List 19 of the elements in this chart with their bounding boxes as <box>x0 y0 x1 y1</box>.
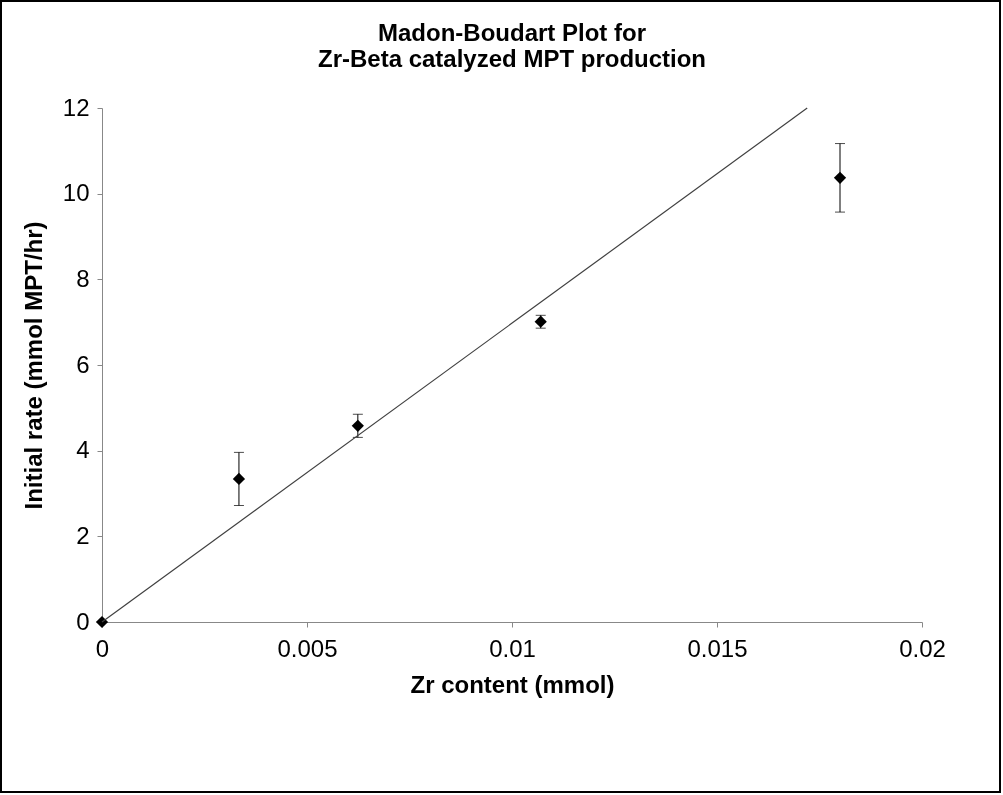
point <box>833 171 847 184</box>
y-tick-label: 10 <box>62 179 90 207</box>
point <box>351 419 364 432</box>
y-tick-label: 8 <box>76 264 90 292</box>
y-tick-label: 2 <box>76 521 90 549</box>
x-tick-label: 0.02 <box>899 634 946 662</box>
x-tick-label: 0.005 <box>277 634 338 662</box>
x-tick-label: 0.015 <box>687 634 748 662</box>
y-tick-label: 12 <box>62 93 90 121</box>
point <box>232 472 246 486</box>
x-tick-label: 0.01 <box>489 634 536 662</box>
point <box>95 615 109 629</box>
y-tick-label: 0 <box>76 607 90 635</box>
y-axis-title: Initial rate (mmol MPT/hr) <box>19 221 47 510</box>
x-axis-title: Zr content (mmol) <box>410 670 615 698</box>
y-tick-label: 6 <box>76 350 90 378</box>
chart-title: Madon-Boudart Plot for Zr-Beta catalyzed MPT production <box>317 19 707 72</box>
x-tick-label: 0 <box>95 634 110 662</box>
y-tick-label: 4 <box>76 436 90 464</box>
